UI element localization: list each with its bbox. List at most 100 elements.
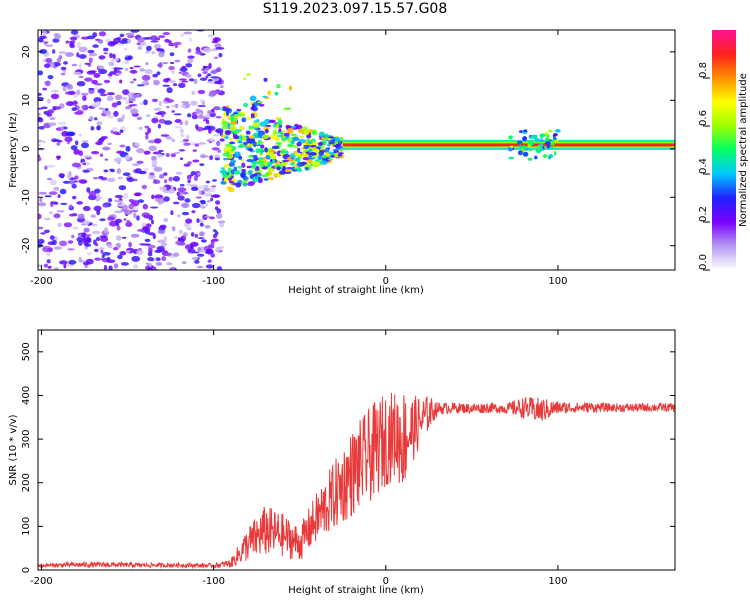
- heatmap-cell: [69, 180, 75, 185]
- heatmap-cell: [183, 31, 193, 35]
- heatmap-cell: [73, 100, 78, 107]
- heatmap-cell: [144, 214, 151, 219]
- heatmap-cell: [318, 150, 325, 156]
- heatmap-cell: [67, 90, 76, 95]
- heatmap-cell: [163, 196, 170, 202]
- snr-ticks: -200 -100 0 100 0 100 200 300 400 500: [21, 330, 675, 587]
- heatmap-cell: [263, 178, 269, 181]
- heatmap-cell: [108, 265, 113, 270]
- heatmap-cell: [78, 179, 88, 184]
- heatmap-cell: [166, 105, 170, 109]
- heatmap-cell: [339, 136, 343, 142]
- heatmap-cell: [155, 257, 161, 262]
- heatmap-cell: [133, 178, 138, 182]
- heatmap-cell: [183, 163, 191, 167]
- heatmap-cell: [320, 137, 327, 140]
- heatmap-cell: [141, 184, 148, 190]
- heatmap-cell: [213, 106, 221, 111]
- heatmap-cell: [282, 160, 290, 162]
- y-tick-label: 200: [21, 473, 32, 492]
- heatmap-cell: [289, 162, 295, 166]
- heatmap-cell: [82, 220, 90, 226]
- heatmap-cell: [49, 116, 56, 121]
- heatmap-cell: [42, 246, 51, 253]
- heatmap-cell: [78, 46, 88, 53]
- heatmap-cell: [230, 116, 235, 123]
- heatmap-cell: [539, 139, 544, 143]
- heatmap-cell: [129, 69, 138, 74]
- heatmap-cell: [87, 49, 95, 54]
- heatmap-cell: [198, 189, 202, 196]
- heatmap-cell: [153, 107, 162, 112]
- heatmap-cell: [178, 82, 186, 88]
- heatmap-cell: [78, 133, 83, 137]
- heatmap-cell: [53, 213, 61, 219]
- heatmap-cell: [38, 92, 42, 96]
- heatmap-cell: [117, 254, 123, 260]
- heatmap-cell: [151, 219, 154, 225]
- heatmap-cell: [113, 157, 122, 163]
- heatmap-cell: [205, 248, 214, 255]
- heatmap-cell: [210, 241, 215, 248]
- heatmap-cell: [215, 47, 225, 50]
- heatmap-cell: [147, 267, 153, 270]
- heatmap-cell: [153, 166, 163, 172]
- heatmap-cell: [178, 78, 187, 81]
- heatmap-cell: [48, 191, 58, 196]
- heatmap-cell: [115, 242, 122, 249]
- heatmap-cell: [65, 40, 70, 44]
- heatmap-cell: [60, 126, 64, 131]
- heatmap-cell: [195, 196, 202, 199]
- heatmap-cell: [125, 145, 131, 152]
- heatmap-cell: [154, 138, 162, 144]
- heatmap-cell: [161, 114, 165, 118]
- heatmap-cell: [212, 90, 222, 94]
- heatmap-cell: [233, 132, 240, 135]
- heatmap-cell: [208, 129, 212, 134]
- heatmap-cell: [322, 155, 327, 159]
- heatmap-cell: [223, 158, 229, 161]
- heatmap-cell: [522, 151, 529, 157]
- heatmap-cell: [187, 179, 191, 183]
- heatmap-cell: [219, 138, 225, 142]
- heatmap-cell: [251, 163, 257, 169]
- heatmap-cell: [38, 38, 44, 43]
- heatmap-cell: [508, 156, 514, 160]
- heatmap-cell: [168, 40, 172, 44]
- heatmap-cell: [78, 54, 87, 59]
- spectrogram-xlabel: Height of straight line (km): [288, 285, 424, 296]
- colorbar-tick-label: 0.0: [698, 254, 709, 270]
- heatmap-cell: [327, 158, 334, 161]
- heatmap-cell: [76, 89, 81, 96]
- heatmap-cell: [312, 161, 320, 168]
- heatmap-cell: [223, 164, 231, 167]
- heatmap-cell: [216, 213, 223, 219]
- heatmap-cell: [214, 231, 219, 236]
- heatmap-cell: [205, 264, 214, 269]
- heatmap-cell: [228, 187, 235, 193]
- heatmap-cell: [296, 141, 302, 147]
- heatmap-cell: [238, 113, 246, 117]
- heatmap-cell: [133, 212, 137, 219]
- heatmap-cell: [145, 134, 149, 140]
- heatmap-cell: [84, 246, 88, 250]
- heatmap-cell: [211, 147, 220, 151]
- heatmap-cell: [38, 117, 44, 123]
- heatmap-cell: [119, 129, 124, 134]
- heatmap-cell: [98, 31, 107, 37]
- heatmap-cell: [84, 243, 92, 247]
- heatmap-cell: [172, 201, 180, 205]
- heatmap-cell: [148, 145, 157, 152]
- heatmap-cell: [552, 137, 557, 141]
- heatmap-cell: [144, 82, 150, 85]
- heatmap-cell: [200, 239, 207, 243]
- heatmap-cell: [57, 140, 63, 143]
- heatmap-cell: [287, 127, 294, 134]
- heatmap-cell: [152, 73, 159, 78]
- heatmap-cell: [204, 193, 213, 197]
- spectrogram-heatmap: [38, 30, 675, 270]
- heatmap-cell: [56, 210, 65, 213]
- heatmap-cell: [172, 176, 181, 182]
- heatmap-cell: [148, 247, 153, 254]
- heatmap-cell: [241, 162, 246, 168]
